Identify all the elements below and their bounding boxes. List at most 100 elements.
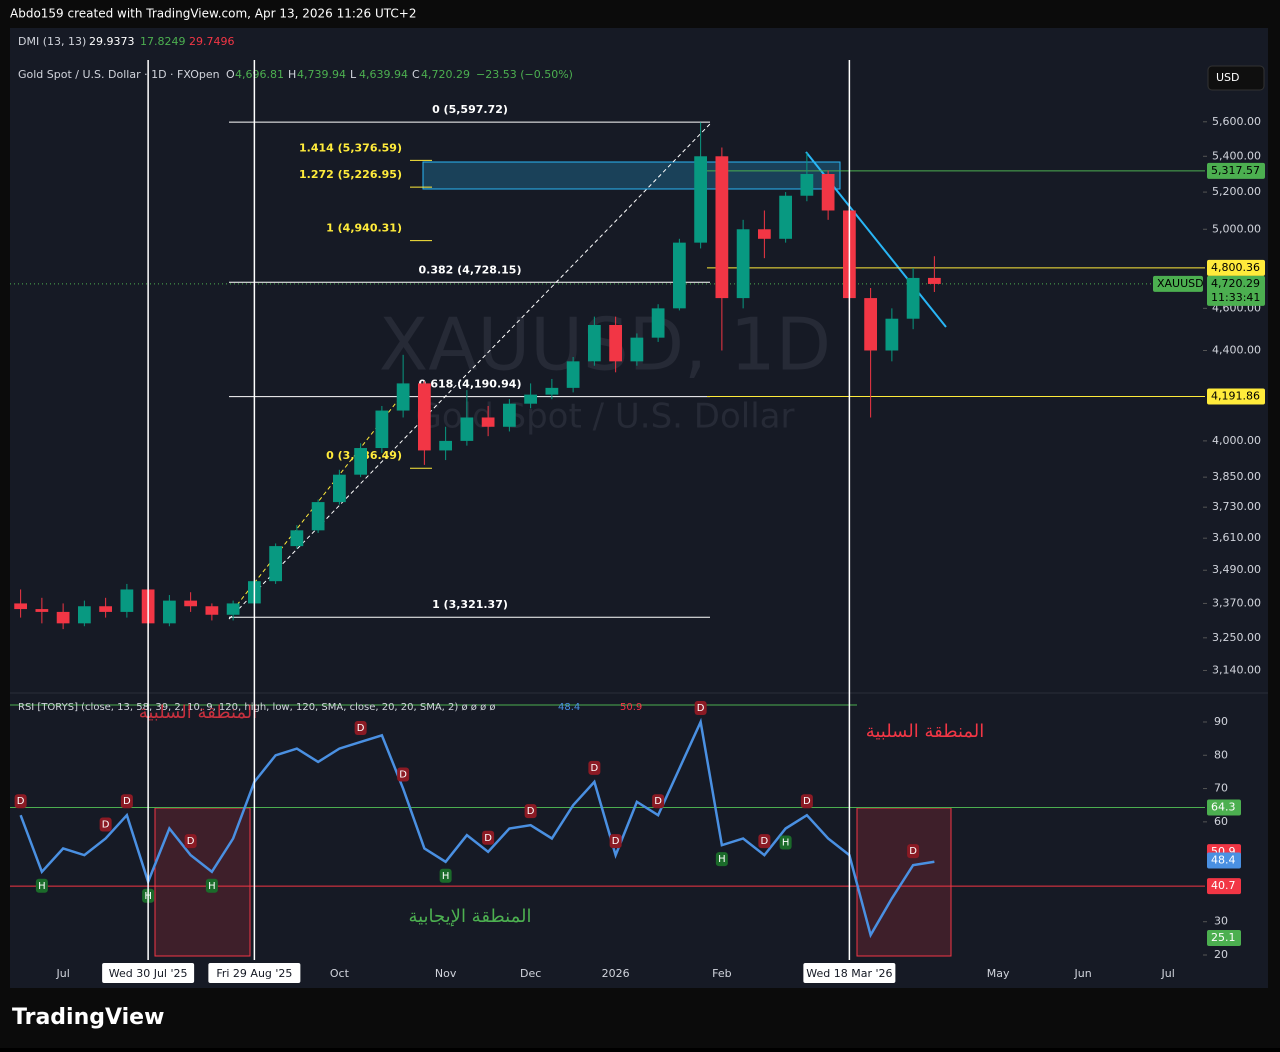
dmi-value: 17.8249 — [140, 35, 186, 48]
countdown: 11:33:41 — [1211, 291, 1260, 304]
change: −23.53 (−0.50%) — [476, 68, 573, 81]
candle-body — [354, 448, 367, 475]
watermark-sub: Gold Spot / U.S. Dollar — [416, 397, 795, 437]
annotation: المنطقة السلبية — [866, 721, 985, 742]
signal: H — [208, 881, 216, 892]
price-label: 4,800.36 — [1211, 261, 1260, 274]
signal-bg — [14, 794, 27, 809]
candle-body — [14, 603, 27, 610]
x-tick-label: 2026 — [602, 967, 630, 980]
price-label-bg — [1207, 388, 1265, 405]
candle-body — [35, 609, 49, 612]
signal: D — [527, 806, 535, 817]
candle-body — [163, 600, 176, 624]
candle-body — [630, 337, 644, 362]
fib-label: 0.618 (4,190.94) — [419, 378, 522, 391]
y-tick-label: 3,490.00 — [1212, 563, 1261, 576]
signal-bg — [609, 834, 622, 849]
candle-body — [269, 546, 282, 582]
date-label-bg — [208, 963, 301, 983]
signal: D — [123, 796, 131, 807]
y-tick-label: 3,250.00 — [1212, 631, 1261, 644]
candle-body — [736, 229, 750, 299]
signal-bg — [524, 804, 537, 819]
signal-bg — [800, 794, 813, 809]
rsi-axis-label-bg — [1207, 930, 1241, 947]
fib-label: 1.272 (5,226.95) — [299, 168, 402, 181]
candle-body — [694, 156, 707, 243]
last-price: 4,720.29 — [1211, 277, 1260, 290]
candle-body — [758, 229, 771, 239]
rsi-axis-label: 40.7 — [1211, 879, 1236, 892]
x-tick-label: Jul — [55, 967, 69, 980]
trend-line — [228, 123, 711, 620]
ohlc-value: 4,639.94 — [359, 68, 408, 81]
candle-body — [460, 417, 474, 441]
signal-bg — [715, 852, 728, 867]
candle-body — [673, 242, 686, 309]
annotation: المنطقة السلبية — [139, 702, 258, 723]
candle-body — [311, 502, 325, 531]
price-label: 4,191.86 — [1211, 389, 1260, 402]
signal: D — [484, 833, 492, 844]
candle-body — [524, 394, 537, 404]
candle-body — [120, 589, 134, 612]
y-tick-label: 3,610.00 — [1212, 531, 1261, 544]
signal: H — [718, 854, 726, 865]
candle-body — [439, 440, 452, 451]
signal: D — [909, 846, 917, 857]
ohlc-value: 4,696.81 — [235, 68, 284, 81]
signal-bg — [354, 720, 367, 735]
signal: D — [612, 836, 620, 847]
ohlc-key: H — [288, 68, 296, 81]
y-tick-label: 5,600.00 — [1212, 115, 1261, 128]
price-label-bg — [1207, 162, 1265, 179]
candle-body — [545, 387, 559, 395]
fib-label: 0 (5,597.72) — [432, 103, 508, 116]
signal-bg — [779, 835, 792, 850]
signal: H — [782, 838, 790, 849]
ohlc-value: 4,720.29 — [421, 68, 470, 81]
x-tick-label: Oct — [330, 967, 350, 980]
target-box — [422, 161, 841, 190]
rsi-axis-label: 48.4 — [1211, 853, 1236, 866]
date-label: Wed 30 Jul '25 — [109, 967, 188, 980]
y-tick-label: 3,140.00 — [1212, 663, 1261, 676]
candle-body — [226, 603, 240, 615]
watermark: XAUUSD, 1D — [379, 303, 831, 387]
last-price-bg — [1207, 275, 1265, 306]
signal-bg — [588, 760, 601, 775]
rsi-title: RSI [TORYS] (close, 13, 58, 39, 2, 10, 9… — [18, 702, 496, 713]
ohlc-value: 4,739.94 — [297, 68, 346, 81]
y-tick-label: 70 — [1214, 782, 1228, 795]
signal-bg — [205, 878, 218, 893]
fib-label: 1.414 (5,376.59) — [299, 141, 402, 154]
rsi-axis-label: 64.3 — [1211, 801, 1236, 814]
date-label: Wed 18 Mar '26 — [806, 967, 892, 980]
candle-body — [78, 606, 91, 624]
signal-bg — [907, 844, 920, 859]
signal: D — [761, 836, 769, 847]
candle-body — [885, 318, 899, 351]
dmi-value: 29.9373 — [89, 35, 135, 48]
currency[interactable]: USD — [1216, 71, 1240, 84]
x-tick-label: Nov — [435, 967, 457, 980]
ohlc-key: O — [226, 68, 235, 81]
signal-bg — [120, 794, 133, 809]
y-tick-label: 3,850.00 — [1212, 470, 1261, 483]
signal-bg — [397, 767, 410, 782]
rsi-legend-value: 50.9 — [620, 702, 642, 713]
annotation: المنطقة الإيجابية — [408, 906, 531, 927]
signal: D — [102, 819, 110, 830]
y-tick-label: 60 — [1214, 815, 1228, 828]
symbol: Gold Spot / U.S. Dollar · 1D · FXOpen — [18, 68, 220, 81]
candle-body — [779, 195, 792, 239]
y-tick-label: 5,200.00 — [1212, 185, 1261, 198]
candle-body — [99, 606, 112, 612]
rsi-axis-label-bg — [1207, 799, 1241, 816]
candle-body — [800, 174, 814, 196]
candle-body — [609, 324, 622, 362]
currency-button[interactable] — [1207, 65, 1265, 91]
candle-body — [906, 277, 920, 319]
x-tick-label: Jul — [1160, 967, 1174, 980]
